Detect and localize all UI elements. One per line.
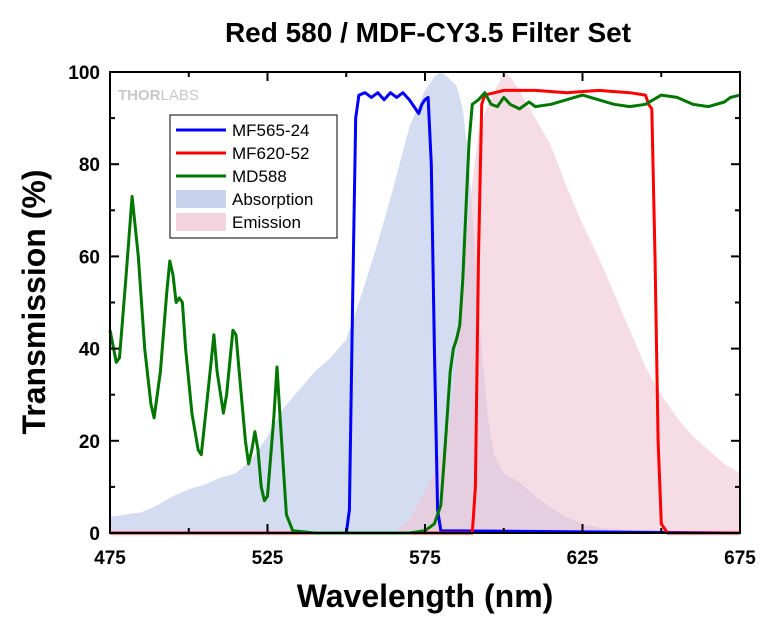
x-tick-label: 625 <box>567 548 599 569</box>
x-tick-label: 575 <box>409 548 441 569</box>
series-line-mf565-24 <box>110 91 741 535</box>
series-line-md588 <box>108 91 741 535</box>
area-layer <box>110 72 740 533</box>
x-tick-label: 525 <box>252 548 284 569</box>
line-layer <box>108 88 741 535</box>
watermark-text-a: THOR <box>118 87 161 104</box>
watermark: THORLABS <box>118 87 199 104</box>
legend-label-absorption: Absorption <box>232 190 313 209</box>
legend-label-mf565-24: MF565-24 <box>232 121 309 140</box>
legend-swatch-emission <box>176 213 226 231</box>
legend: MF565-24 MF620-52 MD588 Absorption Emission <box>169 114 338 239</box>
x-tick-label: 675 <box>724 548 756 569</box>
area-emission <box>110 72 740 533</box>
area-absorption <box>110 72 740 533</box>
y-tick-label: 100 <box>68 63 100 84</box>
y-tick-label: 20 <box>79 432 100 453</box>
series-line-mf620-52 <box>110 88 740 535</box>
y-axis-label: Transmission (%) <box>16 170 52 435</box>
tick-layer: 475 525 575 625 675 0 20 40 60 80 100 <box>68 63 756 569</box>
y-tick-label: 80 <box>79 155 100 176</box>
legend-swatch-absorption <box>176 190 226 208</box>
legend-label-mf620-52: MF620-52 <box>232 144 309 163</box>
chart-title: Red 580 / MDF-CY3.5 Filter Set <box>225 17 631 48</box>
legend-label-md588: MD588 <box>232 167 287 186</box>
watermark-text-b: LABS <box>161 87 199 104</box>
x-axis-label: Wavelength (nm) <box>297 578 554 614</box>
y-tick-label: 0 <box>89 524 100 545</box>
y-tick-label: 60 <box>79 247 100 268</box>
legend-label-emission: Emission <box>232 213 301 232</box>
x-tick-label: 475 <box>94 548 126 569</box>
y-tick-label: 40 <box>79 340 100 361</box>
